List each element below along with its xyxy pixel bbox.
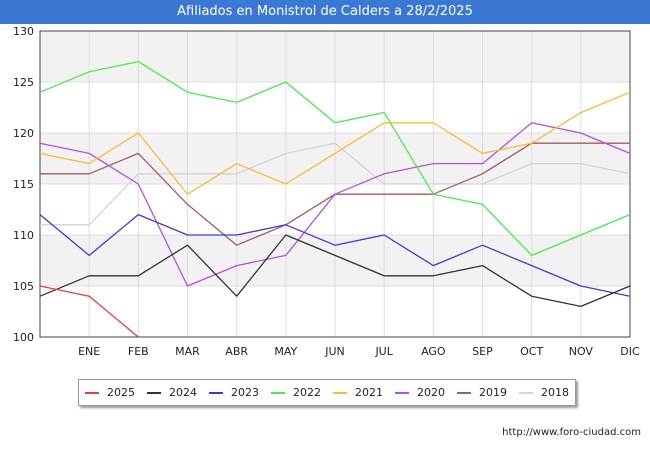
y-tick-label: 100 [13, 331, 34, 344]
legend-label: 2023 [231, 386, 259, 399]
legend-swatch [271, 392, 285, 394]
x-tick-label: SEP [472, 345, 493, 358]
x-tick-label: AGO [421, 345, 446, 358]
x-tick-label: MAY [274, 345, 297, 358]
x-tick-label: OCT [520, 345, 543, 358]
y-tick-label: 130 [13, 25, 34, 38]
legend-label: 2024 [169, 386, 197, 399]
legend-swatch [457, 392, 471, 394]
y-tick-label: 120 [13, 127, 34, 140]
legend-swatch [85, 392, 99, 394]
legend-swatch [209, 392, 223, 394]
chart-title: Afiliados en Monistrol de Calders a 28/2… [0, 0, 650, 24]
series-line-2022 [39, 60, 631, 257]
legend-label: 2021 [355, 386, 383, 399]
series-line-2020 [39, 122, 631, 287]
legend-swatch [333, 392, 347, 394]
y-tick-label: 125 [13, 76, 34, 89]
x-tick-label: JUL [374, 345, 393, 358]
legend-swatch [147, 392, 161, 394]
legend-label: 2018 [541, 386, 569, 399]
source-url: http://www.foro-ciudad.com [502, 427, 641, 438]
legend-label: 2020 [417, 386, 445, 399]
x-tick-label: JUN [324, 345, 345, 358]
x-tick-label: ABR [225, 345, 248, 358]
legend-swatch [395, 392, 409, 394]
x-tick-label: ENE [78, 345, 100, 358]
series-line-2025 [39, 285, 139, 338]
series-line-2023 [39, 213, 631, 297]
legend-label: 2019 [479, 386, 507, 399]
series-line-2021 [39, 91, 631, 195]
legend-swatch [519, 392, 533, 394]
x-tick-label: DIC [620, 345, 640, 358]
y-tick-label: 105 [13, 280, 34, 293]
y-tick-label: 115 [13, 178, 34, 191]
line-chart: 100 105 110 115 120 125 130 ENE FEB MAR ABR MAY JUN J… [13, 25, 640, 358]
legend-label: 2025 [107, 386, 135, 399]
y-tick-label: 110 [13, 229, 34, 242]
chart-legend: 2025 2024 2023 2022 2021 2020 2019 2018 [78, 379, 576, 406]
series-line-2024 [39, 234, 631, 308]
legend-label: 2022 [293, 386, 321, 399]
plot-frame [39, 30, 631, 338]
series-line-2018 [40, 142, 631, 226]
x-tick-label: MAR [175, 345, 200, 358]
x-tick-label: FEB [128, 345, 149, 358]
x-tick-label: NOV [569, 345, 594, 358]
